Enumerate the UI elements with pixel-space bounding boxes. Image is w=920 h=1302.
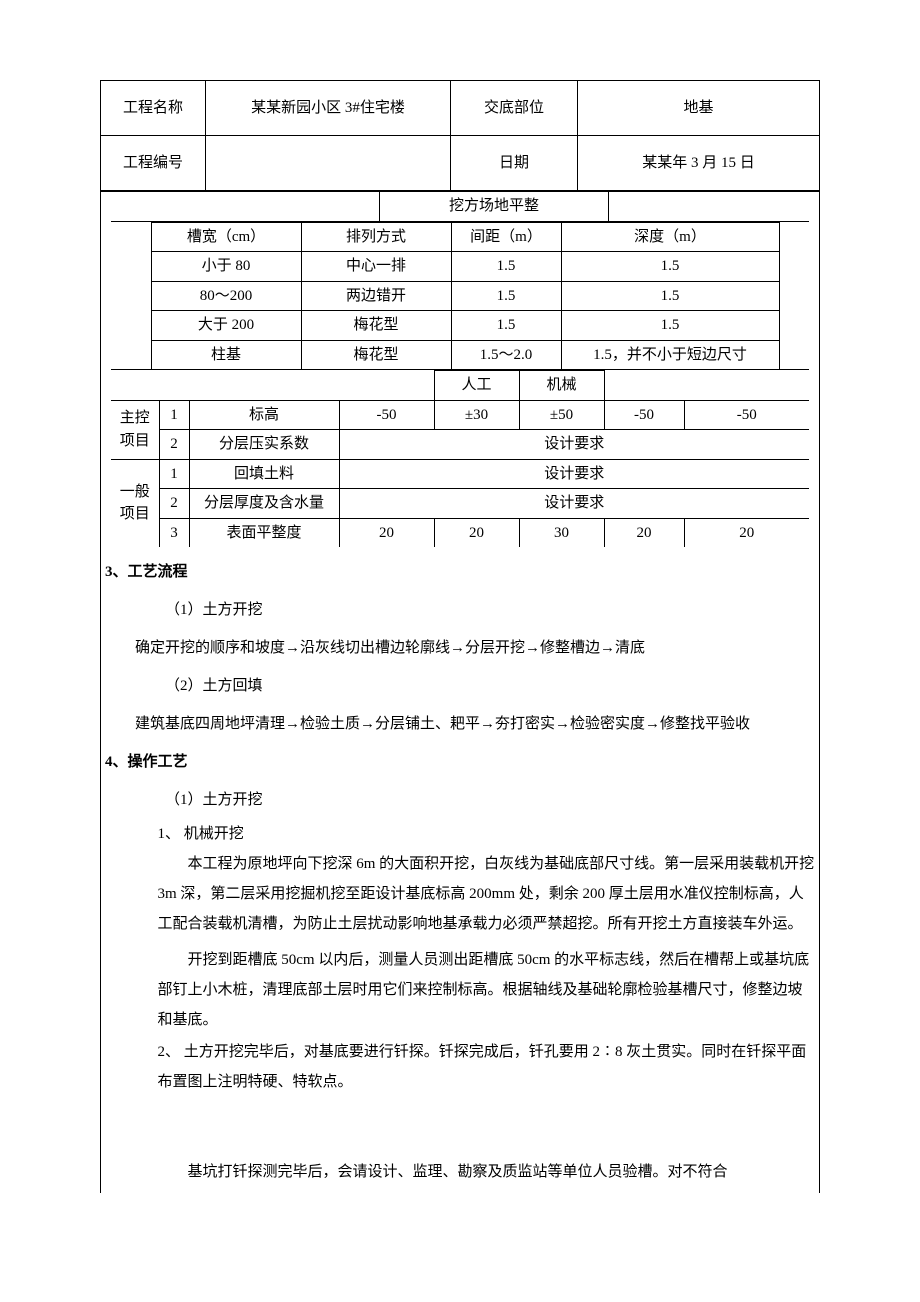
qn3-v2: 20: [434, 518, 519, 547]
slot-r4c4: 1.5，并不小于短边尺寸: [561, 340, 779, 370]
qm1-v2: ±30: [434, 400, 519, 430]
slot-r3c2: 梅花型: [301, 311, 451, 341]
slot-r4c3: 1.5～2.0: [451, 340, 561, 370]
slot-r2c3: 1.5: [451, 281, 561, 311]
section-3-2-body: 建筑基底四周地坪清理→检验土质→分层铺土、耙平→夯打密实→检验密实度→修整找平验…: [105, 705, 815, 743]
footer-line-wrap: 基坑打钎探测完毕后，会请设计、监理、勘察及质监站等单位人员验槽。对不符合: [105, 1157, 815, 1187]
qm2-item: 分层压实系数: [189, 430, 339, 460]
project-no-value: [206, 136, 451, 191]
section-4-1-1: 1、 机械开挖: [158, 819, 816, 849]
slot-r1c2: 中心一排: [301, 252, 451, 282]
quality-machine: 机械: [519, 371, 604, 401]
section-4-1-1-p1: 本工程为原地坪向下挖深 6m 的大面积开挖，白灰线为基础底部尺寸线。第一层采用装…: [158, 849, 816, 939]
slot-r2c1: 80～200: [151, 281, 301, 311]
header-row-2: 工程编号 日期 某某年 3 月 15 日: [101, 136, 820, 191]
slot-r4c2: 梅花型: [301, 340, 451, 370]
part-value: 地基: [578, 81, 820, 136]
qm1-n: 1: [159, 400, 189, 430]
section-3-1: （1）土方开挖: [105, 591, 815, 629]
slot-r1c4: 1.5: [561, 252, 779, 282]
slot-left-gutter: [111, 222, 151, 370]
header-table: 工程名称 某某新园小区 3#住宅楼 交底部位 地基 工程编号 日期 某某年 3 …: [100, 80, 820, 191]
qm1-item: 标高: [189, 400, 339, 430]
title-strip-table: 挖方场地平整: [111, 192, 809, 222]
section-4-1-2: 2、 土方开挖完毕后，对基底要进行钎探。钎探完成后，钎孔要用 2∶8 灰土贯实。…: [158, 1037, 816, 1097]
section-4-1-1-wrap: 1、 机械开挖 本工程为原地坪向下挖深 6m 的大面积开挖，白灰线为基础底部尺寸…: [105, 819, 815, 1097]
title-left-blank: [111, 192, 380, 221]
slot-col-4: 深度（m）: [561, 222, 779, 252]
header-row-1: 工程名称 某某新园小区 3#住宅楼 交底部位 地基: [101, 81, 820, 136]
quality-normal-row-3: 3 表面平整度 20 20 30 20 20: [111, 518, 809, 547]
section-3-2: （2）土方回填: [105, 667, 815, 705]
slot-row-4: 柱基 梅花型 1.5～2.0 1.5，并不小于短边尺寸: [111, 340, 809, 370]
qm2-merged: 设计要求: [339, 430, 809, 460]
slot-r4c1: 柱基: [151, 340, 301, 370]
quality-normal-label: 一般项目: [111, 459, 159, 547]
content-outer: 挖方场地平整 槽宽（cm: [100, 191, 820, 1193]
quality-top-right-blank: [604, 371, 809, 401]
project-no-label: 工程编号: [101, 136, 206, 191]
text-body-cell: 3、工艺流程 （1）土方开挖 确定开挖的顺序和坡度→沿灰线切出槽边轮廓线→分层开…: [101, 547, 820, 1193]
slot-col-1: 槽宽（cm）: [151, 222, 301, 252]
quality-manual: 人工: [434, 371, 519, 401]
qn3-n: 3: [159, 518, 189, 547]
qn3-v1: 20: [339, 518, 434, 547]
project-name-value: 某某新园小区 3#住宅楼: [206, 81, 451, 136]
section-4-title: 4、操作工艺: [105, 743, 815, 781]
qn1-merged: 设计要求: [339, 459, 809, 489]
quality-main-row-1: 主控项目 1 标高 -50 ±30 ±50 -50 -50: [111, 400, 809, 430]
slot-r3c4: 1.5: [561, 311, 779, 341]
slot-right-gutter: [779, 222, 809, 370]
project-name-label: 工程名称: [101, 81, 206, 136]
title-strip-row: 挖方场地平整: [111, 192, 809, 221]
slot-col-2: 排列方式: [301, 222, 451, 252]
slot-header-row: 槽宽（cm） 排列方式 间距（m） 深度（m）: [111, 222, 809, 252]
qn1-item: 回填土料: [189, 459, 339, 489]
quality-main-label: 主控项目: [111, 400, 159, 459]
qm2-n: 2: [159, 430, 189, 460]
part-label: 交底部位: [451, 81, 578, 136]
date-value: 某某年 3 月 15 日: [578, 136, 820, 191]
slot-r3c1: 大于 200: [151, 311, 301, 341]
slot-row-2: 80～200 两边错开 1.5 1.5: [111, 281, 809, 311]
slot-table: 槽宽（cm） 排列方式 间距（m） 深度（m） 小于 80 中心一排 1.5 1…: [111, 222, 809, 371]
section-3-title: 3、工艺流程: [105, 553, 815, 591]
qn2-item: 分层厚度及含水量: [189, 489, 339, 519]
quality-normal-row-1: 一般项目 1 回填土料 设计要求: [111, 459, 809, 489]
qn3-v5: 20: [684, 518, 809, 547]
date-label: 日期: [451, 136, 578, 191]
qm1-v1: -50: [339, 400, 434, 430]
content-cell: 挖方场地平整 槽宽（cm: [101, 192, 820, 548]
quality-table: 人工 机械 主控项目 1 标高 -50 ±30 ±50 -50 -50: [111, 370, 809, 547]
title-right-blank: [609, 192, 810, 221]
quality-main-row-2: 2 分层压实系数 设计要求: [111, 430, 809, 460]
qm1-v5: -50: [684, 400, 809, 430]
qn3-item: 表面平整度: [189, 518, 339, 547]
slot-r3c3: 1.5: [451, 311, 561, 341]
quality-header-row: 人工 机械: [111, 371, 809, 401]
qm1-v3: ±50: [519, 400, 604, 430]
slot-row-3: 大于 200 梅花型 1.5 1.5: [111, 311, 809, 341]
section-4-1: （1）土方开挖: [105, 781, 815, 819]
qn3-v3: 30: [519, 518, 604, 547]
slot-r1c3: 1.5: [451, 252, 561, 282]
qn3-v4: 20: [604, 518, 684, 547]
qn1-n: 1: [159, 459, 189, 489]
section-4-1-1-p2: 开挖到距槽底 50cm 以内后，测量人员测出距槽底 50cm 的水平标志线，然后…: [158, 945, 816, 1035]
qm1-v4: -50: [604, 400, 684, 430]
slot-row-1: 小于 80 中心一排 1.5 1.5: [111, 252, 809, 282]
section-3-1-body: 确定开挖的顺序和坡度→沿灰线切出槽边轮廓线→分层开挖→修整槽边→清底: [105, 629, 815, 667]
footer-line: 基坑打钎探测完毕后，会请设计、监理、勘察及质监站等单位人员验槽。对不符合: [158, 1157, 816, 1187]
qn2-merged: 设计要求: [339, 489, 809, 519]
quality-top-left-blank: [111, 371, 434, 401]
slot-col-3: 间距（m）: [451, 222, 561, 252]
document-page: 工程名称 某某新园小区 3#住宅楼 交底部位 地基 工程编号 日期 某某年 3 …: [0, 0, 920, 1233]
slot-r2c2: 两边错开: [301, 281, 451, 311]
quality-normal-row-2: 2 分层厚度及含水量 设计要求: [111, 489, 809, 519]
slot-r2c4: 1.5: [561, 281, 779, 311]
qn2-n: 2: [159, 489, 189, 519]
title-middle: 挖方场地平整: [380, 192, 609, 221]
slot-r1c1: 小于 80: [151, 252, 301, 282]
footer-gap: [105, 1097, 815, 1157]
